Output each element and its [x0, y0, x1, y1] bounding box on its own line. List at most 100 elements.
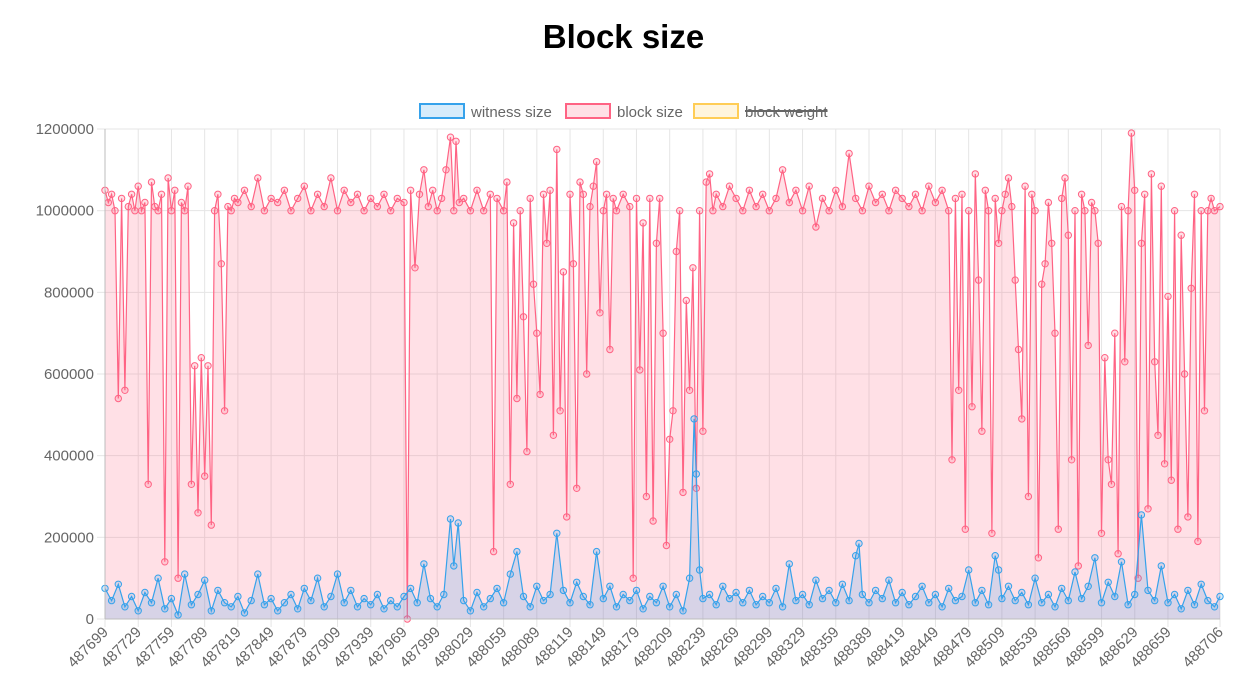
block-size-point	[134, 182, 142, 190]
witness-size-point	[1004, 582, 1013, 590]
witness-size-point	[632, 586, 641, 595]
block-size-point	[599, 207, 607, 215]
witness-size-point	[294, 605, 302, 613]
block-size-point	[424, 202, 432, 211]
block-size-point	[606, 345, 614, 354]
witness-size-point	[466, 607, 475, 615]
block-size-area	[105, 133, 1220, 619]
block-size-point	[529, 280, 538, 288]
witness-size-point	[772, 584, 780, 593]
legend-item-block-weight[interactable]: block weight	[693, 103, 828, 121]
block-size-point	[1038, 280, 1046, 288]
block-size-point	[117, 194, 126, 203]
block-size-point	[1048, 239, 1056, 248]
witness-size-point	[958, 592, 966, 601]
block-size-point	[998, 207, 1006, 215]
witness-size-point	[573, 578, 581, 586]
block-size-point	[1084, 341, 1092, 350]
witness-size-point	[234, 592, 242, 601]
block-size-point	[709, 207, 717, 215]
witness-size-point	[792, 596, 800, 605]
block-size-point	[556, 407, 564, 415]
witness-size-point	[978, 586, 986, 595]
block-size-point	[652, 239, 661, 248]
block-size-point	[473, 186, 481, 195]
block-size-point	[559, 268, 568, 276]
block-size-point	[1194, 537, 1202, 546]
block-size-point	[1044, 198, 1053, 207]
legend-swatch	[693, 103, 739, 119]
legend-item-block-size[interactable]: block size	[565, 103, 683, 121]
witness-size-point	[871, 586, 880, 595]
witness-size-point	[938, 603, 946, 611]
witness-size-point	[679, 607, 687, 615]
witness-size-point	[546, 590, 554, 599]
block-size-point	[300, 182, 308, 190]
witness-size-point	[161, 605, 169, 613]
witness-size-point	[945, 584, 953, 593]
block-size-point	[1207, 194, 1215, 203]
witness-size-point	[905, 601, 913, 609]
block-size-point	[573, 484, 581, 492]
witness-size-point	[865, 599, 873, 607]
witness-size-point	[420, 560, 428, 568]
block-size-point	[1131, 186, 1139, 195]
witness-size-point	[280, 599, 289, 607]
block-size-point	[234, 198, 242, 207]
witness-size-point	[539, 596, 548, 605]
witness-size-point	[267, 594, 275, 603]
witness-size-point	[526, 603, 534, 611]
witness-size-point	[533, 582, 541, 590]
witness-size-point	[473, 588, 481, 597]
block-size-point	[626, 202, 634, 211]
witness-size-point	[659, 582, 667, 590]
block-size-point	[1117, 202, 1126, 211]
block-size-point	[553, 145, 561, 154]
block-size-point	[1144, 505, 1152, 513]
witness-size-point	[845, 596, 853, 605]
block-size-point	[503, 178, 511, 186]
block-size-point	[260, 207, 269, 215]
witness-size-point	[1184, 586, 1192, 595]
block-size-point	[702, 178, 710, 186]
witness-size-point	[353, 603, 362, 611]
witness-size-point	[666, 603, 674, 611]
block-size-point	[579, 190, 587, 199]
block-size-point	[204, 362, 212, 370]
witness-size-point	[1144, 586, 1152, 595]
block-size-point	[1107, 480, 1116, 488]
block-size-point	[699, 427, 707, 435]
block-size-point	[971, 170, 979, 178]
block-size-point	[455, 198, 463, 207]
block-size-point	[1137, 239, 1146, 248]
witness-size-point	[440, 590, 448, 599]
witness-size-point	[1204, 596, 1212, 605]
block-size-point	[1061, 174, 1069, 182]
block-size-point	[333, 207, 342, 215]
block-size-point	[1014, 345, 1023, 354]
witness-size-point	[911, 592, 920, 601]
witness-size-point	[885, 576, 893, 584]
legend[interactable]: witness size block size block weight	[419, 103, 828, 121]
witness-size-point	[619, 590, 627, 599]
witness-size-point	[798, 590, 807, 599]
block-size-point	[373, 202, 382, 211]
block-size-point	[968, 403, 976, 411]
block-size-point	[171, 186, 179, 195]
block-size-point	[184, 182, 192, 190]
witness-size-point	[646, 592, 654, 601]
block-size-point	[493, 194, 501, 203]
legend-item-witness-size[interactable]: witness size	[419, 103, 552, 121]
block-size-point	[539, 190, 548, 199]
block-size-point	[141, 198, 149, 207]
block-size-point	[340, 186, 348, 195]
witness-size-point	[1190, 601, 1199, 609]
block-size-point	[1170, 207, 1179, 215]
block-size-point	[905, 202, 913, 211]
witness-size-point	[705, 590, 714, 599]
block-size-point	[945, 207, 953, 215]
block-size-point	[174, 574, 182, 582]
block-size-point	[566, 190, 574, 199]
witness-size-line	[104, 418, 1221, 618]
